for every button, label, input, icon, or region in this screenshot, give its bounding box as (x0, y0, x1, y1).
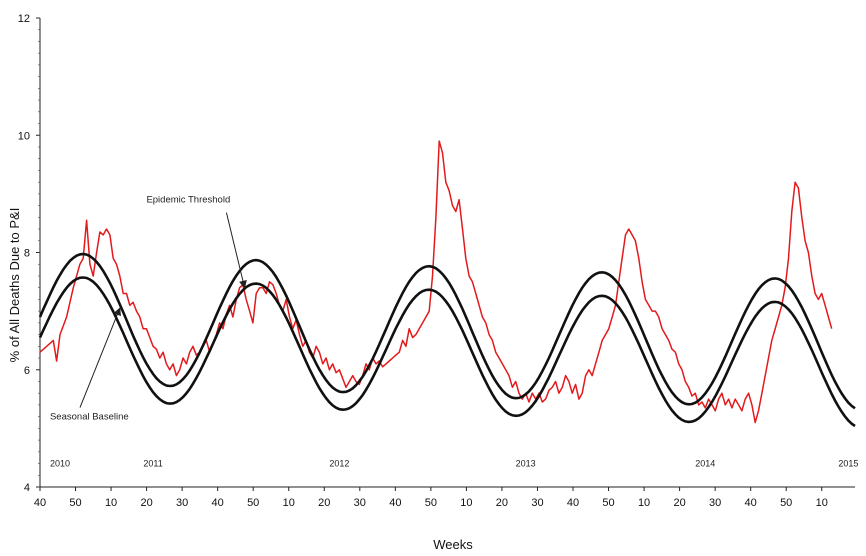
series-lines (38, 140, 856, 428)
y-tick-label: 8 (24, 248, 30, 260)
y-axis-label: % of All Deaths Due to P&I (7, 208, 22, 363)
year-label: 2011 (143, 458, 162, 468)
x-tick-label: 30 (709, 497, 721, 509)
year-labels: 2010 2011 2012 2013 2014 2015 (50, 458, 858, 468)
x-tick-label: 20 (140, 497, 152, 509)
x-tick-label: 10 (283, 497, 295, 509)
year-label: 2013 (516, 458, 536, 468)
x-tick-label: 10 (460, 497, 472, 509)
x-tick-label: 40 (34, 497, 46, 509)
year-label: 2015 (838, 458, 858, 468)
x-tick-label: 10 (105, 497, 117, 509)
annotation-arrow (225, 212, 247, 289)
year-label: 2014 (695, 458, 715, 468)
x-tick-label: 10 (638, 497, 650, 509)
annotations: Epidemic Threshold Seasonal Baseline (50, 195, 247, 423)
annotation-label: Epidemic Threshold (146, 195, 230, 206)
x-tick-label: 20 (318, 497, 330, 509)
x-tick-label: 40 (567, 497, 579, 509)
series-threshold-line (38, 252, 856, 410)
y-tick-labels: 4 6 8 10 12 (18, 13, 40, 494)
x-tick-label: 50 (69, 497, 81, 509)
x-tick-label: 40 (389, 497, 401, 509)
x-tick-label: 50 (780, 497, 792, 509)
x-tick-label: 10 (816, 497, 828, 509)
axes (39, 18, 855, 488)
series-baseline-line (38, 276, 856, 428)
y-tick-label: 12 (18, 13, 30, 25)
x-tick-labels: 40 50 10 20 30 40 50 10 20 30 40 50 10 20 30 40 50 10 20 30… (34, 487, 828, 509)
x-tick-label: 30 (354, 497, 366, 509)
y-tick-label: 6 (24, 365, 30, 377)
y-tick-label: 10 (18, 130, 30, 142)
year-label: 2010 (50, 458, 70, 468)
year-label: 2012 (329, 458, 349, 468)
x-tick-label: 40 (212, 497, 224, 509)
x-tick-label: 40 (745, 497, 757, 509)
x-tick-label: 20 (673, 497, 685, 509)
x-tick-label: 50 (425, 497, 437, 509)
x-axis-label: Weeks (433, 537, 473, 552)
annotation-arrow (79, 307, 121, 408)
series-observed-line (39, 140, 833, 424)
x-tick-label: 30 (531, 497, 543, 509)
x-tick-label: 20 (496, 497, 508, 509)
x-tick-label: 50 (602, 497, 614, 509)
x-tick-label: 50 (247, 497, 259, 509)
x-tick-label: 30 (176, 497, 188, 509)
y-tick-label: 4 (24, 482, 30, 494)
annotation-label: Seasonal Baseline (50, 412, 129, 423)
